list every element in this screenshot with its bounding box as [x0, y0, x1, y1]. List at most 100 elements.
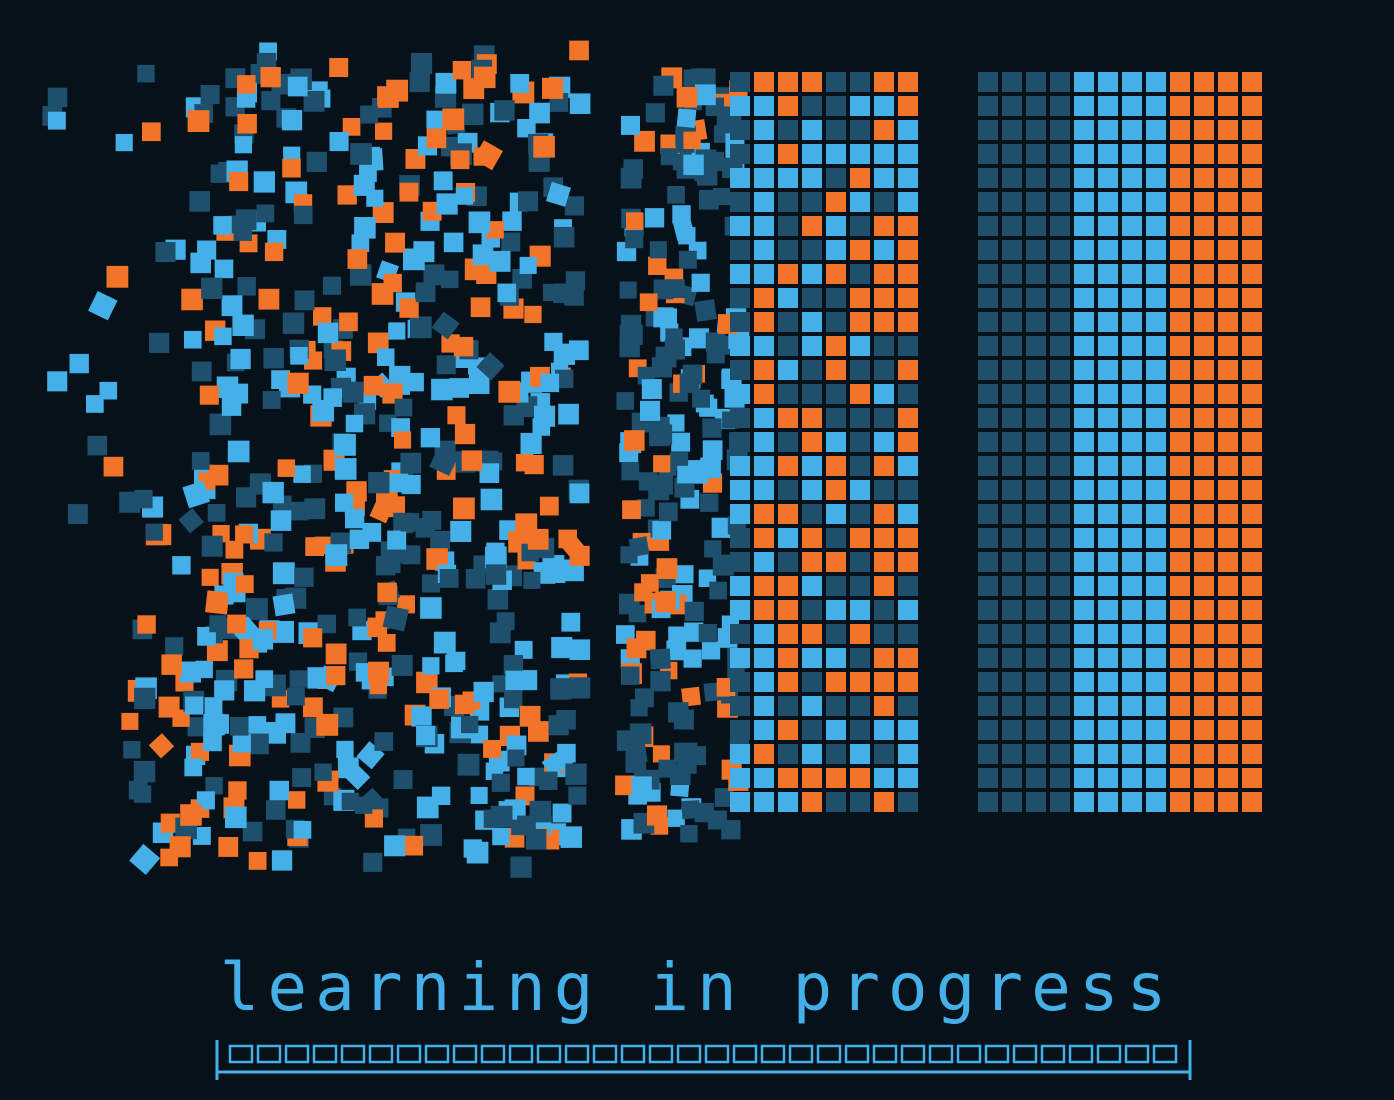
sorted-grid-cell [1026, 264, 1046, 284]
scatter-square [322, 276, 342, 295]
loose-square [647, 805, 668, 826]
scatter-square [329, 132, 349, 152]
sorted-grid-cell [1122, 504, 1142, 524]
mid-grid-cell [778, 312, 798, 332]
scatter-square [272, 593, 296, 617]
scatter-square [552, 455, 574, 476]
sorted-grid-cell [1170, 648, 1190, 668]
scatter-square [248, 733, 269, 755]
scatter-square [504, 689, 523, 709]
sorted-grid-cell [1218, 696, 1238, 716]
sorted-grid-cell [1146, 720, 1166, 740]
mid-grid-cell [754, 336, 774, 356]
mid-grid-cell [778, 408, 798, 428]
sorted-grid-cell [1050, 312, 1070, 332]
sorted-grid-cell [1074, 192, 1094, 212]
scatter-square [317, 322, 339, 344]
sorted-grid-cell [1218, 336, 1238, 356]
scatter-square [326, 666, 346, 686]
scatter-square [474, 66, 496, 89]
mid-grid-cell [898, 312, 918, 332]
sorted-grid-cell [1146, 744, 1166, 764]
mid-grid-cell [898, 792, 918, 812]
mid-grid-cell [826, 696, 846, 716]
sorted-grid-cell [1170, 792, 1190, 812]
scatter-square [205, 777, 223, 795]
sorted-grid-cell [1194, 528, 1214, 548]
scatter-square [480, 488, 503, 511]
sorted-grid-cell [1074, 648, 1094, 668]
sorted-grid-cell [1002, 720, 1022, 740]
sorted-grid-cell [1146, 336, 1166, 356]
sorted-grid-cell [1122, 624, 1142, 644]
mid-grid-cell [754, 120, 774, 140]
scatter-square [172, 556, 191, 575]
mid-grid-cell [826, 432, 846, 452]
mid-grid-cell [874, 384, 894, 404]
scatter-square [287, 791, 306, 809]
scatter-square [339, 312, 358, 332]
loose-square [636, 630, 656, 651]
sorted-grid-cell [1242, 456, 1262, 476]
mid-grid-cell [802, 768, 822, 788]
sorted-grid-cell [1050, 168, 1070, 188]
sorted-grid-cell [1098, 336, 1118, 356]
sorted-grid-cell [978, 336, 998, 356]
scatter-square [256, 204, 275, 223]
scatter-square [262, 481, 284, 504]
sorted-grid-cell [1242, 144, 1262, 164]
scatter-square [561, 612, 581, 632]
mid-grid-cell [802, 504, 822, 524]
sorted-grid-cell [1122, 576, 1142, 596]
mid-grid-cell [850, 120, 870, 140]
loose-square [652, 745, 670, 763]
scatter-square [204, 697, 223, 716]
sorted-grid-cell [1146, 648, 1166, 668]
scatter-square [294, 290, 315, 311]
scatter-square [271, 850, 293, 871]
mid-grid-cell [802, 456, 822, 476]
sorted-grid-cell [978, 720, 998, 740]
sorted-grid-cell [1026, 360, 1046, 380]
mid-grid-cell [754, 96, 774, 116]
scatter-square [248, 852, 267, 870]
scatter-square [505, 670, 525, 691]
loose-square [678, 250, 697, 269]
scatter-square [387, 530, 407, 550]
sorted-grid-cell [1074, 576, 1094, 596]
scatter-square [485, 546, 507, 569]
sorted-grid-cell [1002, 336, 1022, 356]
mid-grid-cell [730, 144, 750, 164]
mid-grid-cell [802, 576, 822, 596]
sorted-grid-cell [1242, 600, 1262, 620]
mid-grid-cell [826, 408, 846, 428]
mid-grid-cell [826, 744, 846, 764]
sorted-grid-cell [1218, 528, 1238, 548]
scatter-square [426, 110, 445, 129]
scatter-square [155, 242, 176, 263]
loose-square [645, 103, 665, 123]
mid-grid-cell [778, 288, 798, 308]
sorted-grid-cell [1098, 792, 1118, 812]
sorted-grid-cell [978, 744, 998, 764]
loose-square [641, 378, 662, 400]
sorted-grid-cell [1050, 432, 1070, 452]
loose-square [638, 472, 658, 491]
loose-square [625, 230, 644, 249]
sorted-grid-cell [978, 480, 998, 500]
mid-grid-cell [826, 552, 846, 572]
scatter-square [86, 395, 104, 413]
scatter-square [213, 216, 232, 235]
scatter-square [492, 828, 510, 846]
scatter-square [281, 110, 303, 131]
scatter-square [388, 322, 406, 340]
scatter-square [529, 102, 550, 124]
mid-grid-cell [754, 552, 774, 572]
sorted-grid-cell [1050, 384, 1070, 404]
scatter-square [201, 535, 223, 557]
loose-square [700, 457, 721, 479]
scatter-square [539, 771, 558, 790]
scatter-square [218, 837, 239, 857]
sorted-grid-cell [1098, 744, 1118, 764]
scatter-square [560, 826, 582, 848]
